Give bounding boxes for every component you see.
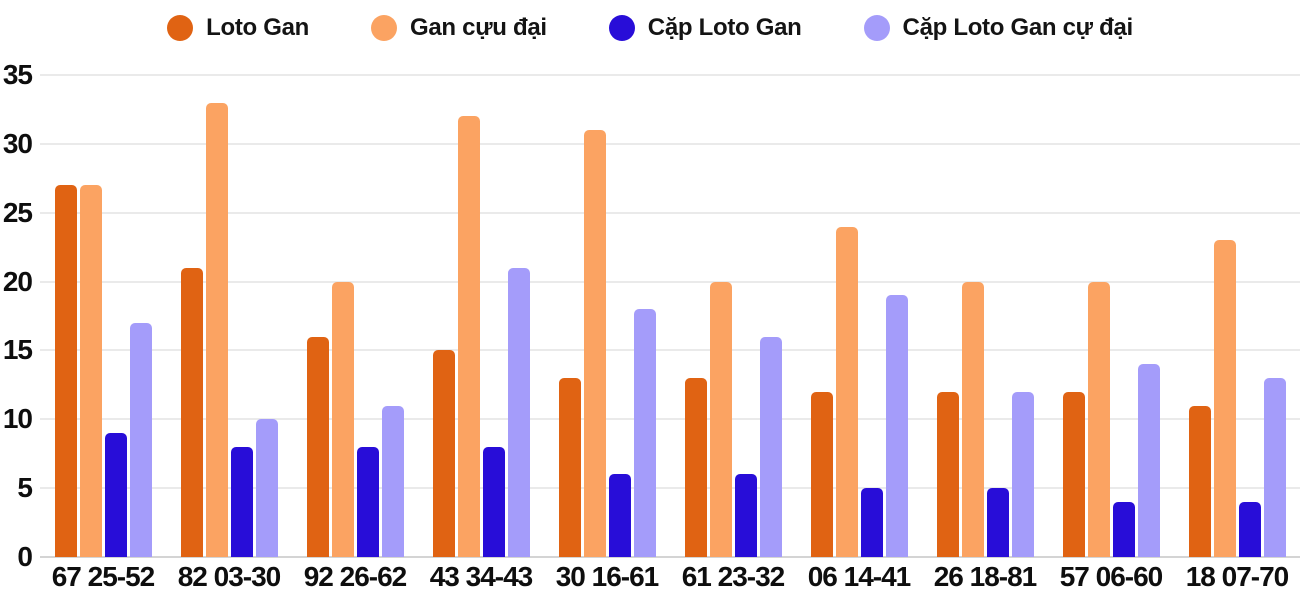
x-tick-label: 18 07-70: [1185, 561, 1290, 592]
bar-group-6: [796, 75, 922, 557]
bar-series-3-group-7: [1011, 391, 1034, 557]
gridline: [40, 418, 1300, 421]
gridline: [40, 280, 1300, 283]
x-tick-label: 92 26-62: [303, 561, 408, 592]
legend: Loto Gan Gan cựu đại Cặp Loto Gan Cặp Loto …: [0, 6, 1300, 50]
bar-series-2-group-4: [608, 474, 631, 557]
bar-group-9: [1174, 75, 1300, 557]
bar-series-1-group-1: [205, 102, 228, 557]
x-tick-label: 57 06-60: [1059, 561, 1164, 592]
bar-series-2-group-8: [1112, 501, 1135, 557]
legend-circle-icon: [863, 15, 890, 41]
gridline: [40, 142, 1300, 145]
bar-series-0-group-9: [1188, 405, 1211, 557]
x-tick-label: 82 03-30: [177, 561, 282, 592]
bar-series-0-group-3: [432, 350, 455, 557]
bar-series-2-group-7: [986, 488, 1009, 557]
x-tick-label: 67 25-52: [51, 561, 156, 592]
bar-series-3-group-6: [885, 295, 908, 557]
y-tick-label: 15: [2, 334, 33, 366]
y-tick-label: 30: [2, 127, 33, 159]
bar-series-3-group-0: [129, 322, 152, 557]
bar-series-1-group-4: [583, 130, 606, 557]
x-tick-label: 61 23-32: [681, 561, 786, 592]
bar-series-0-group-2: [306, 336, 329, 557]
bar-series-0-group-1: [180, 267, 203, 557]
bar-group-7: [922, 75, 1048, 557]
bar-series-1-group-9: [1213, 240, 1236, 557]
bar-series-3-group-1: [255, 419, 278, 557]
bar-series-0-group-5: [684, 377, 707, 557]
bar-series-2-group-0: [104, 433, 127, 557]
y-tick-label: 10: [2, 403, 33, 435]
bar-group-1: [166, 75, 292, 557]
legend-label: Cặp Loto Gan: [647, 14, 802, 41]
legend-circle-icon: [371, 15, 398, 41]
x-axis-tick-labels: 67 25-52 82 03-30 92 26-62 43 34-43 30 16-61…: [40, 561, 1300, 593]
bar-series-1-group-0: [79, 185, 102, 557]
bar-series-0-group-4: [558, 377, 581, 557]
bar-series-0-group-0: [54, 185, 77, 557]
gridline: [40, 487, 1300, 490]
legend-item-0[interactable]: Loto Gan: [167, 14, 309, 42]
bar-series-1-group-2: [331, 281, 354, 557]
y-tick-label: 35: [2, 59, 33, 90]
bar-series-1-group-6: [835, 226, 858, 557]
plot-area: [40, 74, 1300, 558]
bar-series-2-group-3: [482, 446, 505, 557]
x-tick-label: 26 18-81: [933, 561, 1038, 592]
bar-series-0-group-7: [936, 391, 959, 557]
y-tick-label: 20: [2, 265, 33, 297]
y-axis-tick-labels: 0 5 10 15 20 25 30 35: [0, 61, 34, 571]
gridline: [40, 74, 1300, 76]
y-tick-label: 0: [17, 541, 33, 572]
legend-label: Gan cựu đại: [410, 14, 547, 41]
bar-series-0-group-8: [1062, 391, 1085, 557]
legend-circle-icon: [608, 15, 635, 41]
y-tick-label: 25: [2, 196, 33, 228]
bar-series-1-group-8: [1087, 281, 1110, 557]
bar-group-0: [40, 75, 166, 557]
bar-series-2-group-1: [230, 446, 253, 557]
bar-group-2: [292, 75, 418, 557]
x-tick-label: 30 16-61: [555, 561, 660, 592]
bar-series-3-group-8: [1137, 364, 1160, 557]
legend-item-3[interactable]: Cặp Loto Gan cự đại: [863, 14, 1134, 42]
bar-series-1-group-5: [709, 281, 732, 557]
bar-group-5: [670, 75, 796, 557]
bar-series-3-group-3: [507, 267, 530, 557]
legend-label: Loto Gan: [206, 14, 310, 41]
legend-item-2[interactable]: Cặp Loto Gan: [608, 14, 802, 42]
bar-group-3: [418, 75, 544, 557]
bar-groups: [40, 75, 1300, 557]
bar-series-2-group-5: [734, 474, 757, 557]
bar-group-4: [544, 75, 670, 557]
baseline-gridline: [40, 556, 1300, 558]
gridline: [40, 349, 1300, 352]
y-tick-label: 5: [17, 472, 33, 504]
bar-series-2-group-6: [860, 488, 883, 557]
bar-series-3-group-5: [759, 336, 782, 557]
bar-series-0-group-6: [810, 391, 833, 557]
bar-series-2-group-9: [1238, 501, 1261, 557]
bar-series-1-group-3: [457, 116, 480, 557]
bar-series-3-group-2: [381, 405, 404, 557]
bar-series-3-group-4: [633, 309, 656, 557]
bar-series-2-group-2: [356, 446, 379, 557]
x-tick-label: 06 14-41: [807, 561, 912, 592]
gridline: [40, 211, 1300, 214]
bar-series-1-group-7: [961, 281, 984, 557]
legend-circle-icon: [167, 15, 194, 41]
bar-group-8: [1048, 75, 1174, 557]
legend-label: Cặp Loto Gan cự đại: [902, 14, 1134, 41]
x-tick-label: 43 34-43: [429, 561, 534, 592]
bar-series-3-group-9: [1263, 377, 1286, 557]
legend-item-1[interactable]: Gan cựu đại: [371, 14, 547, 42]
